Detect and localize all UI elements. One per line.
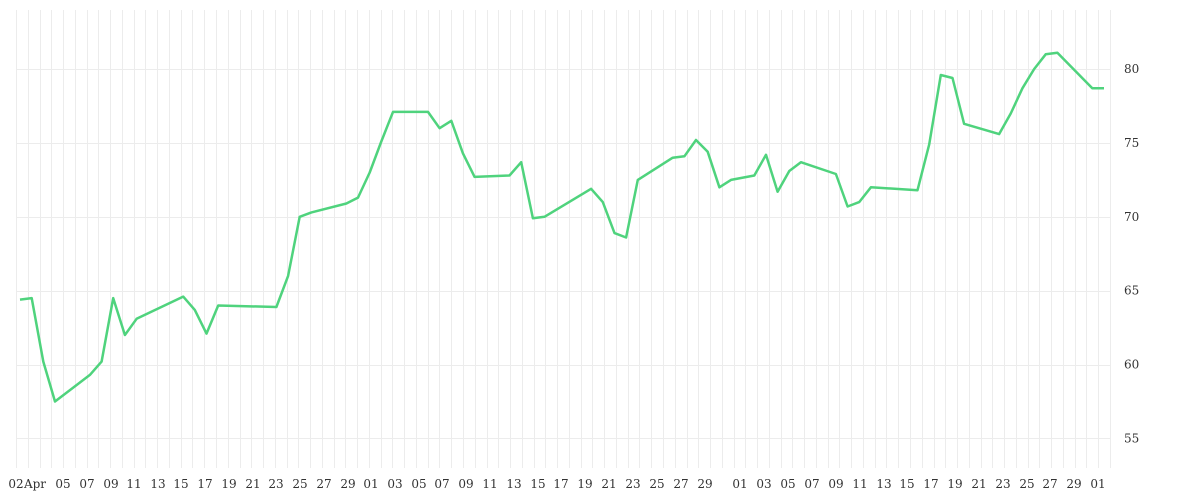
y-tick-label: 60	[1124, 358, 1139, 372]
x-tick-label: 21	[971, 477, 986, 491]
x-tick-label: 03	[756, 477, 771, 491]
x-tick-label: 25	[292, 477, 307, 491]
x-tick-label: 17	[553, 477, 568, 491]
x-tick-label: 21	[245, 477, 260, 491]
x-tick-label: 29	[340, 477, 355, 491]
x-tick-label: Apr	[23, 477, 46, 491]
x-tick-label: 15	[530, 477, 545, 491]
x-tick-label: 05	[55, 477, 70, 491]
y-tick-label: 80	[1124, 62, 1139, 76]
x-tick-label: 19	[221, 477, 236, 491]
x-tick-label: 02	[8, 477, 23, 491]
x-tick-label: 07	[804, 477, 819, 491]
grid	[16, 10, 1111, 468]
x-tick-label: 07	[434, 477, 449, 491]
x-tick-label: 09	[458, 477, 473, 491]
x-tick-label: 01	[1090, 477, 1105, 491]
x-tick-label: 23	[268, 477, 283, 491]
series-layer	[19, 51, 1104, 403]
x-tick-label: 17	[197, 477, 212, 491]
x-tick-label: 23	[995, 477, 1010, 491]
x-tick-label: 25	[1019, 477, 1034, 491]
x-tick-label: 17	[923, 477, 938, 491]
x-tick-label: 03	[387, 477, 402, 491]
x-tick-label: 23	[625, 477, 640, 491]
x-tick-label: 05	[780, 477, 795, 491]
x-tick-label: 29	[1066, 477, 1081, 491]
y-tick-label: 70	[1124, 210, 1139, 224]
x-tick-label: 09	[828, 477, 843, 491]
x-tick-label: 27	[316, 477, 331, 491]
x-tick-label: 13	[876, 477, 891, 491]
x-tick-label: 07	[79, 477, 94, 491]
x-tick-label: 09	[103, 477, 118, 491]
x-tick-label: 19	[947, 477, 962, 491]
y-tick-label: 75	[1124, 136, 1139, 150]
x-tick-label: 15	[173, 477, 188, 491]
x-tick-label: 01	[732, 477, 747, 491]
x-tick-label: 11	[852, 477, 867, 491]
x-tick-label: 05	[411, 477, 426, 491]
x-tick-label: 27	[673, 477, 688, 491]
x-tick-label: 01	[363, 477, 378, 491]
x-tick-label: 29	[697, 477, 712, 491]
y-tick-label: 55	[1124, 431, 1139, 445]
x-tick-label: 11	[126, 477, 141, 491]
x-axis: 02 Apr 05 07 09 11 13 15 17 19 21 23 25 27 29 01 03 05 07 0…	[8, 477, 1105, 491]
x-tick-label: 15	[899, 477, 914, 491]
x-tick-label: 25	[649, 477, 664, 491]
series-line	[19, 51, 1104, 403]
x-tick-label: 19	[577, 477, 592, 491]
y-axis: 55 60 65 70 75 80	[1124, 62, 1139, 445]
x-tick-label: 11	[482, 477, 497, 491]
x-tick-label: 27	[1042, 477, 1057, 491]
x-tick-label: 13	[506, 477, 521, 491]
x-tick-label: 21	[601, 477, 616, 491]
y-tick-label: 65	[1124, 284, 1139, 298]
x-tick-label: 13	[150, 477, 165, 491]
